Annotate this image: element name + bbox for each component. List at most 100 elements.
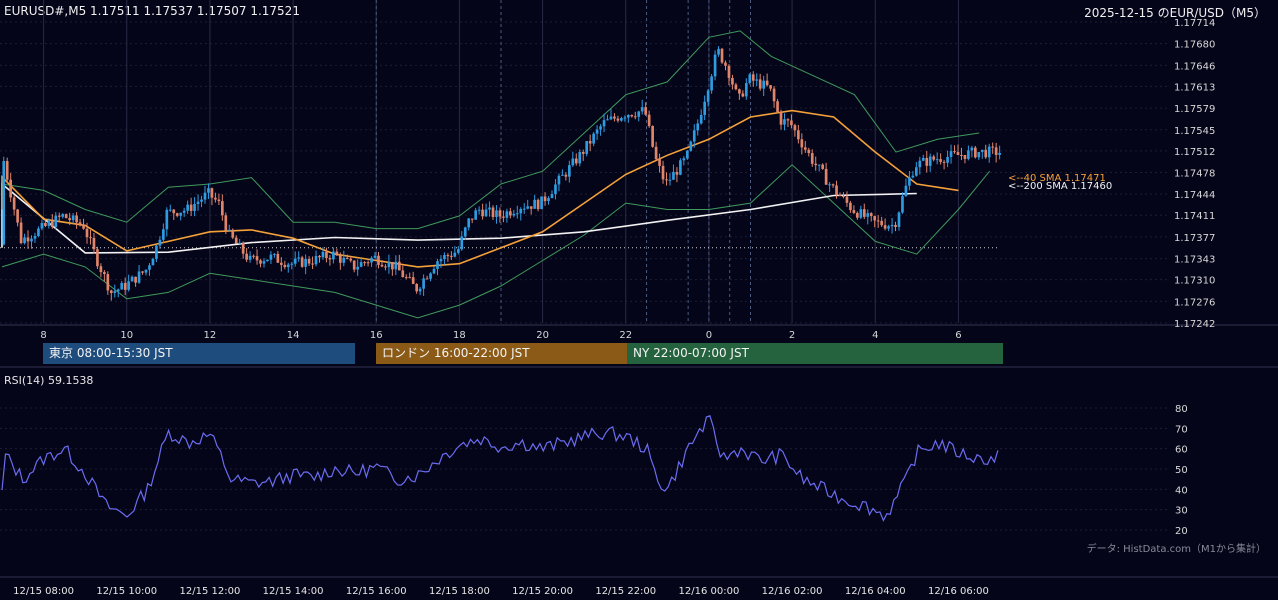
candle-body	[342, 257, 346, 263]
candle-body	[744, 83, 748, 97]
candle-body	[273, 253, 276, 255]
candle-body	[429, 273, 432, 279]
candle-body	[519, 209, 523, 214]
candle-body	[963, 155, 967, 159]
price-tick-label: 1.17478	[1174, 169, 1215, 180]
candle-body	[824, 168, 828, 185]
candle-body	[384, 266, 387, 268]
candle-body	[859, 209, 863, 218]
candle-body	[800, 139, 804, 148]
candle-body	[741, 93, 745, 97]
hour-tick-label: 6	[955, 330, 961, 341]
candle-body	[203, 192, 207, 200]
candle-body	[568, 165, 571, 177]
candle-body	[89, 237, 92, 239]
candle-body	[651, 125, 654, 147]
candle-body	[602, 120, 606, 127]
candle-body	[731, 77, 734, 85]
rsi-tick-label: 30	[1175, 506, 1188, 517]
candle-body	[109, 290, 113, 293]
candle-body	[738, 89, 741, 94]
candle-body	[349, 258, 353, 261]
candle-body	[116, 289, 120, 292]
candle-body	[942, 161, 946, 163]
time-tick-label: 12/15 14:00	[263, 586, 324, 597]
candle-body	[755, 79, 759, 81]
candle-body	[550, 194, 554, 199]
hour-tick-label: 14	[287, 330, 300, 341]
session-ny: NY 22:00-07:00 JST	[627, 343, 1003, 364]
candle-body	[200, 199, 203, 202]
bollinger-upper-line	[1, 30, 980, 230]
candle-body	[172, 209, 176, 214]
candle-body	[509, 211, 512, 216]
candle-body	[266, 259, 269, 262]
candle-body	[765, 80, 769, 86]
candle-body	[724, 62, 727, 66]
candle-body	[304, 258, 307, 267]
candle-body	[432, 268, 436, 274]
rsi-label: RSI(14) 59.1538	[4, 374, 94, 387]
candle-body	[467, 218, 471, 228]
candle-body	[168, 209, 172, 211]
candle-body	[797, 130, 800, 140]
candle-body	[19, 222, 23, 244]
time-tick-label: 12/15 08:00	[13, 586, 74, 597]
candle-body	[33, 235, 37, 239]
time-tick-label: 12/15 16:00	[346, 586, 407, 597]
candle-body	[252, 255, 255, 257]
candle-body	[71, 215, 75, 221]
candle-body	[894, 224, 897, 227]
price-tick-label: 1.17545	[1174, 126, 1215, 137]
candle-body	[620, 117, 623, 121]
candle-body	[269, 254, 273, 260]
candle-body	[904, 185, 908, 197]
candle-body	[137, 271, 141, 283]
time-tick-label: 12/15 18:00	[429, 586, 490, 597]
hour-tick-label: 22	[619, 330, 632, 341]
candle-body	[522, 208, 526, 210]
rsi-tick-label: 70	[1175, 424, 1188, 435]
rsi-tick-label: 40	[1175, 485, 1188, 496]
candle-body	[234, 237, 238, 244]
candle-body	[23, 237, 26, 244]
candle-body	[314, 255, 318, 265]
candle-body	[259, 260, 262, 264]
candle-body	[325, 251, 328, 259]
candle-body	[408, 277, 412, 279]
candle-body	[141, 271, 144, 273]
candle-body	[911, 175, 915, 178]
hour-tick-label: 4	[872, 330, 878, 341]
candle-body	[505, 211, 509, 218]
session-london: ロンドン 16:00-22:00 JST	[376, 343, 627, 364]
candle-body	[647, 114, 651, 126]
time-tick-label: 12/16 04:00	[845, 586, 906, 597]
candle-body	[356, 266, 360, 270]
hour-tick-label: 0	[706, 330, 712, 341]
candle-body	[835, 185, 838, 195]
candle-body	[925, 157, 929, 166]
candle-body	[585, 141, 589, 154]
candle-body	[231, 229, 235, 238]
price-axis: 1.17714 1.17680 1.17646 1.17613 1.17579 1.175…	[1174, 18, 1215, 330]
candle-body	[679, 160, 682, 175]
sma200-label: <--200 SMA 1.17460	[1008, 181, 1112, 192]
candle-body	[953, 151, 956, 153]
candle-body	[949, 151, 953, 157]
time-tick-label: 12/15 22:00	[595, 586, 656, 597]
hour-tick-label: 10	[120, 330, 133, 341]
rsi-tick-label: 20	[1175, 526, 1188, 537]
candle-body	[148, 265, 151, 270]
candle-body	[887, 226, 890, 229]
candle-body	[335, 251, 339, 256]
hour-tick-label: 20	[536, 330, 549, 341]
candle-body	[606, 119, 609, 121]
candle-body	[217, 199, 221, 202]
candle-body	[915, 167, 918, 176]
candle-body	[751, 74, 755, 81]
candle-body	[397, 261, 401, 271]
candle-body	[786, 119, 790, 121]
candle-body	[380, 264, 384, 267]
candle-body	[640, 107, 644, 112]
